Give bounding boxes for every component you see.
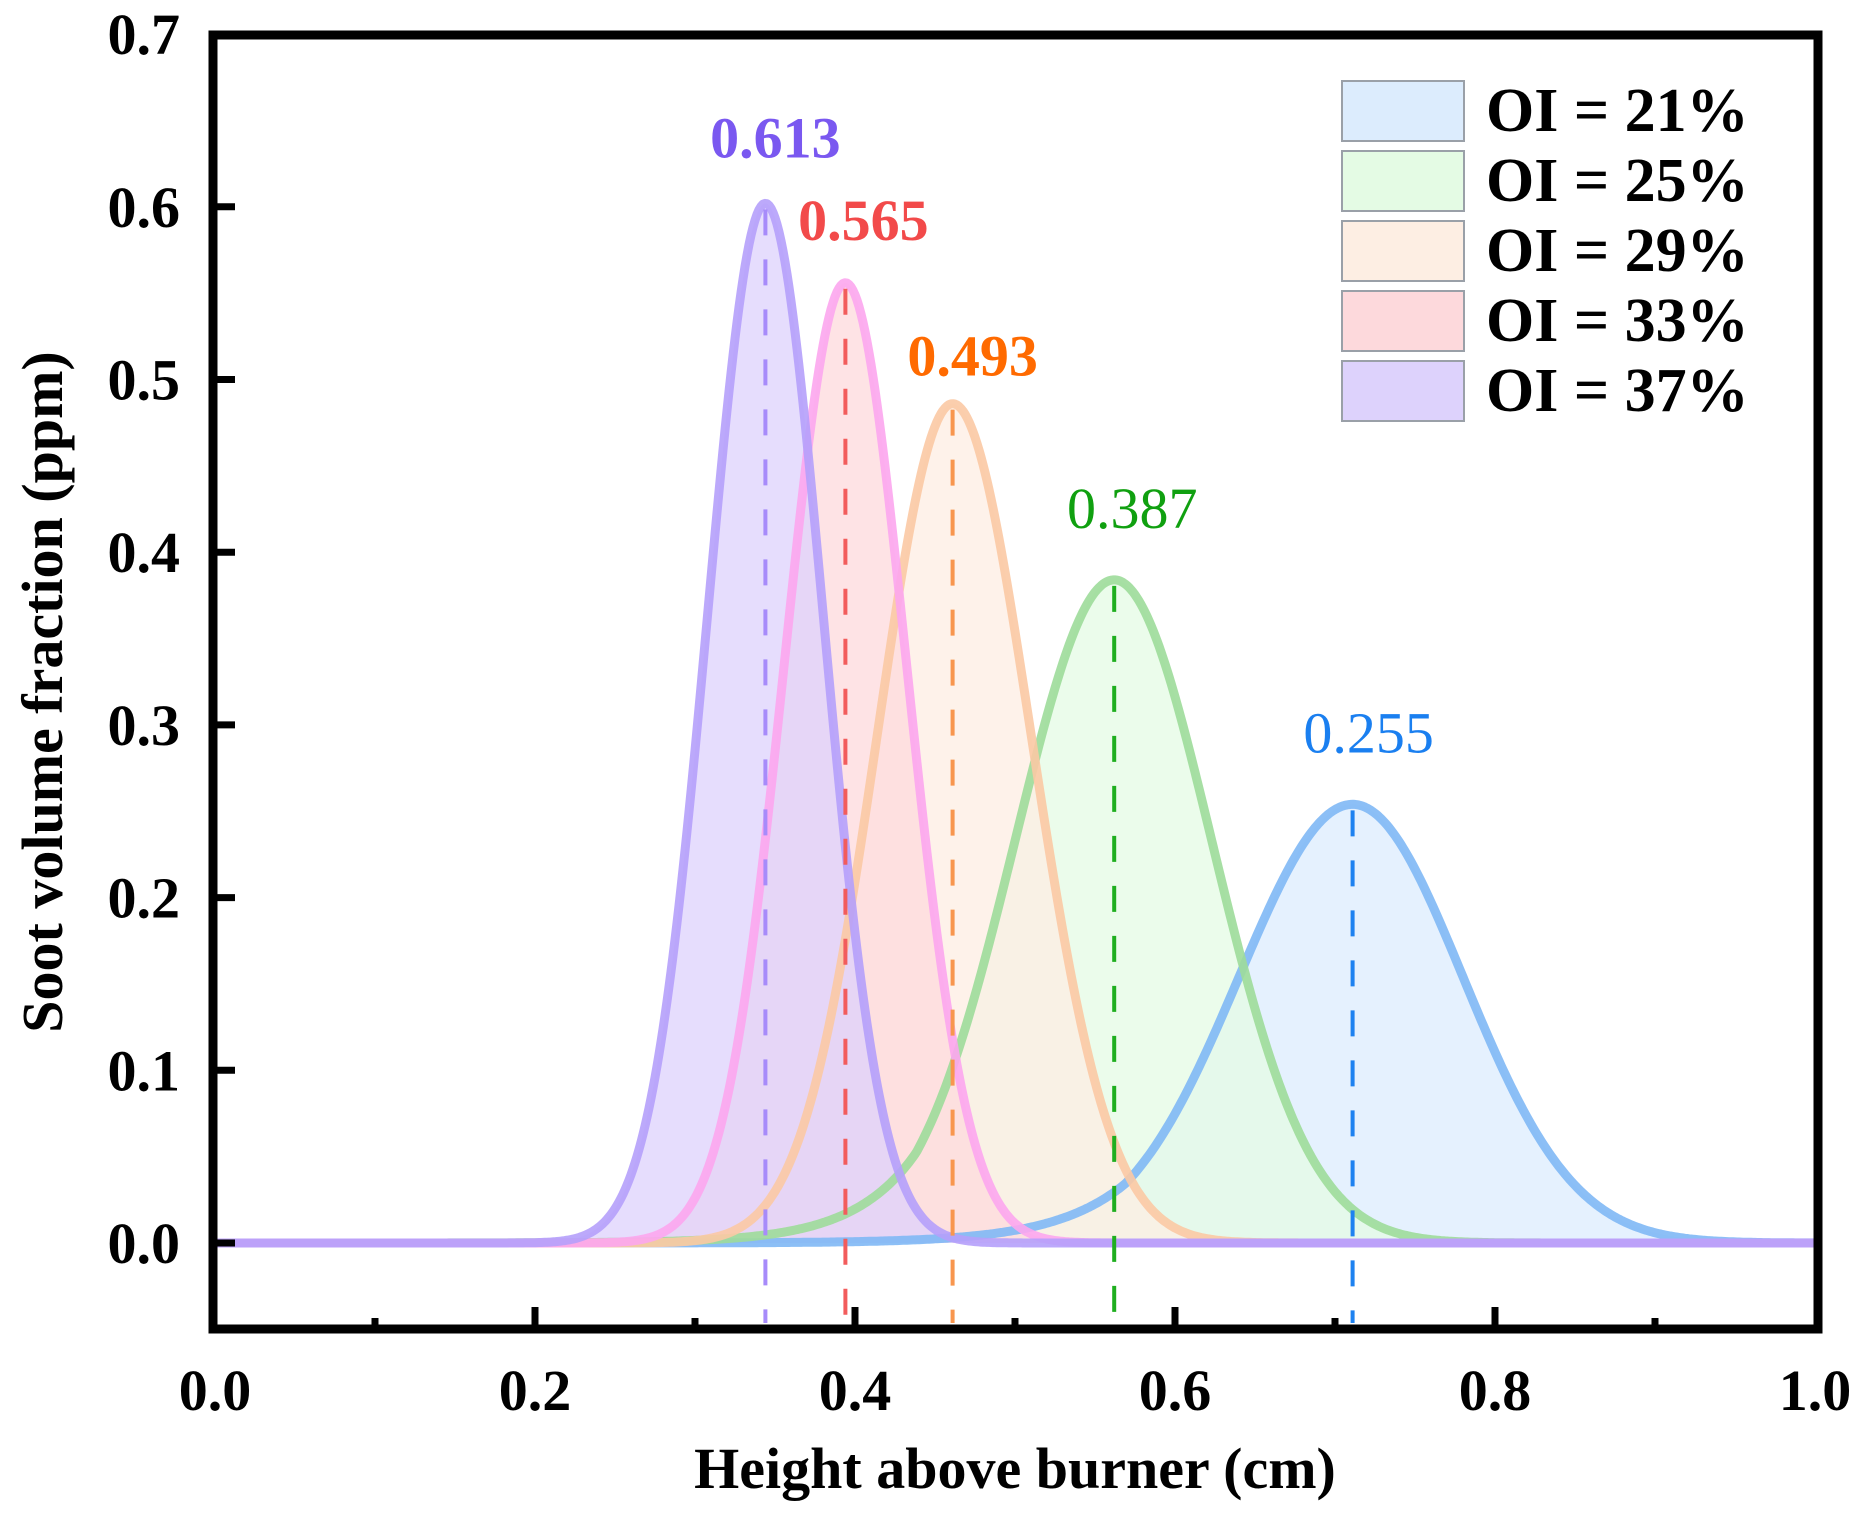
- legend-item: OI = 21%: [1341, 77, 1749, 145]
- y-tick-label: 0.5: [108, 348, 181, 413]
- peak-value-label-3: 0.493: [907, 324, 1038, 389]
- peak-value-label-2: 0.387: [1067, 476, 1198, 541]
- y-tick-label: 0.0: [108, 1211, 181, 1276]
- x-axis-ticks: 0.0 0.2 0.4 0.6 0.8 1.0: [179, 1307, 1852, 1423]
- series-line-5: [213, 198, 1818, 1248]
- y-tick-label: 0.1: [108, 1038, 181, 1103]
- legend-label: OI = 21%: [1486, 77, 1749, 145]
- series-fill-1: [215, 804, 1815, 1243]
- peak-value-label-5: 0.613: [710, 105, 841, 170]
- y-axis-title: Soot volume fraction (ppm): [10, 351, 75, 1032]
- y-tick-label: 0.7: [108, 2, 181, 67]
- legend-swatch: [1341, 290, 1465, 352]
- y-tick-label: 0.4: [108, 520, 181, 585]
- legend-swatch: [1341, 360, 1465, 422]
- y-axis-ticks: 0.0 0.1 0.2 0.3 0.4 0.5 0.6 0.7: [108, 2, 235, 1276]
- x-axis-title: Height above burner (cm): [694, 1436, 1336, 1501]
- x-tick-label: 1.0: [1779, 1358, 1852, 1423]
- legend-item: OI = 37%: [1341, 357, 1749, 425]
- x-tick-label: 0.4: [819, 1358, 892, 1423]
- legend-label: OI = 37%: [1486, 357, 1749, 425]
- x-tick-label: 0.6: [1139, 1358, 1212, 1423]
- y-tick-label: 0.6: [108, 175, 181, 240]
- x-tick-label: 0.0: [179, 1358, 252, 1423]
- series-lines: [213, 198, 1818, 1248]
- legend-label: OI = 25%: [1486, 147, 1749, 215]
- peak-dashed-lines: [763, 209, 1355, 1323]
- peak-value-label-4: 0.565: [798, 188, 929, 253]
- legend-swatch: [1341, 80, 1465, 142]
- peak-value-label-1: 0.255: [1303, 700, 1434, 765]
- y-tick-label: 0.2: [108, 866, 181, 931]
- x-tick-label: 0.8: [1459, 1358, 1532, 1423]
- legend: OI = 21%OI = 25%OI = 29%OI = 33%OI = 37%: [1341, 77, 1749, 425]
- y-tick-label: 0.3: [108, 693, 181, 758]
- x-tick-label: 0.2: [499, 1358, 572, 1423]
- legend-label: OI = 33%: [1486, 287, 1749, 355]
- legend-label: OI = 29%: [1486, 217, 1749, 285]
- legend-swatch: [1341, 220, 1465, 282]
- legend-swatch: [1341, 150, 1465, 212]
- legend-item: OI = 33%: [1341, 287, 1749, 355]
- legend-item: OI = 29%: [1341, 217, 1749, 285]
- legend-item: OI = 25%: [1341, 147, 1749, 215]
- peak-annotations: 0.255 0.387 0.493 0.565 0.613: [710, 105, 1434, 765]
